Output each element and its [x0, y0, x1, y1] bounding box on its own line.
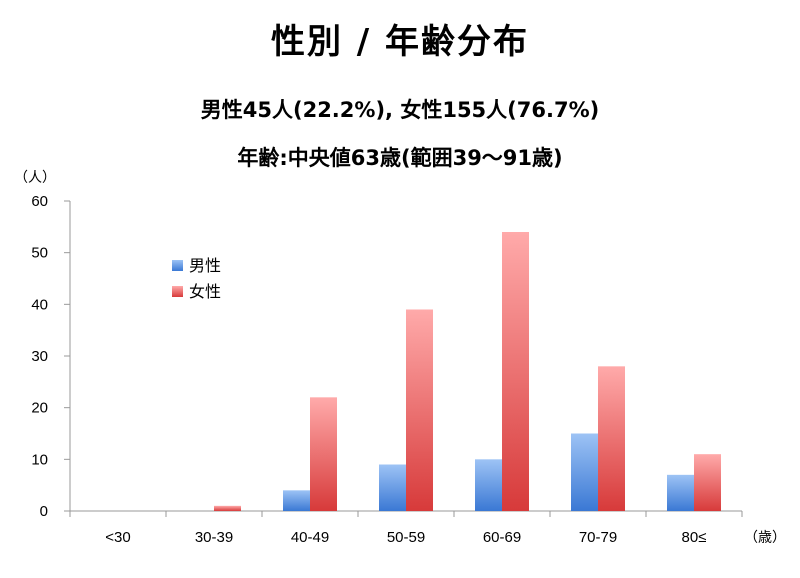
x-tick-label: <30	[105, 529, 130, 546]
y-tick-label: 30	[31, 348, 48, 365]
y-tick-label: 60	[31, 193, 48, 210]
chart-title: 性別 / 年齢分布	[270, 22, 530, 62]
legend: 男性 女性	[172, 256, 221, 301]
y-tick-label: 40	[31, 296, 48, 313]
legend-label-male: 男性	[189, 256, 221, 275]
bar-female	[598, 366, 625, 511]
legend-swatch-female	[172, 286, 183, 297]
x-tick-label: 80≤	[682, 529, 707, 546]
x-tick-label: 50-59	[387, 529, 425, 546]
bars	[214, 232, 721, 511]
legend-swatch-male	[172, 260, 183, 271]
bar-male	[283, 490, 310, 511]
bar-female	[214, 505, 241, 511]
legend-label-female: 女性	[189, 282, 221, 301]
x-tick-label: 70-79	[579, 529, 617, 546]
bar-male	[379, 464, 406, 511]
chart-subtitle-sex: 男性45人(22.2%), 女性155人(76.7%)	[200, 98, 600, 122]
x-axis-unit: （歳）	[744, 530, 786, 546]
y-tick-label: 50	[31, 245, 48, 262]
bar-male	[475, 459, 502, 511]
y-tick-label: 0	[40, 503, 48, 520]
x-tick-label: 60-69	[483, 529, 521, 546]
bar-female	[502, 232, 529, 511]
y-tick-label: 10	[31, 451, 48, 468]
bar-male	[667, 474, 694, 511]
x-tick-label: 40-49	[291, 529, 329, 546]
y-axis-unit: （人）	[14, 170, 56, 186]
tick-labels: 0 10 20 30 40 50 60 <30 30-39 40-49 50-59 60-69 70-7…	[31, 193, 706, 546]
bar-female	[310, 397, 337, 511]
y-tick-label: 20	[31, 400, 48, 417]
chart-subtitle-age: 年齢:中央値63歳(範囲39〜91歳)	[237, 146, 563, 170]
bar-female	[694, 454, 721, 511]
bar-male	[571, 433, 598, 511]
x-tick-label: 30-39	[195, 529, 233, 546]
bar-female	[406, 309, 433, 511]
